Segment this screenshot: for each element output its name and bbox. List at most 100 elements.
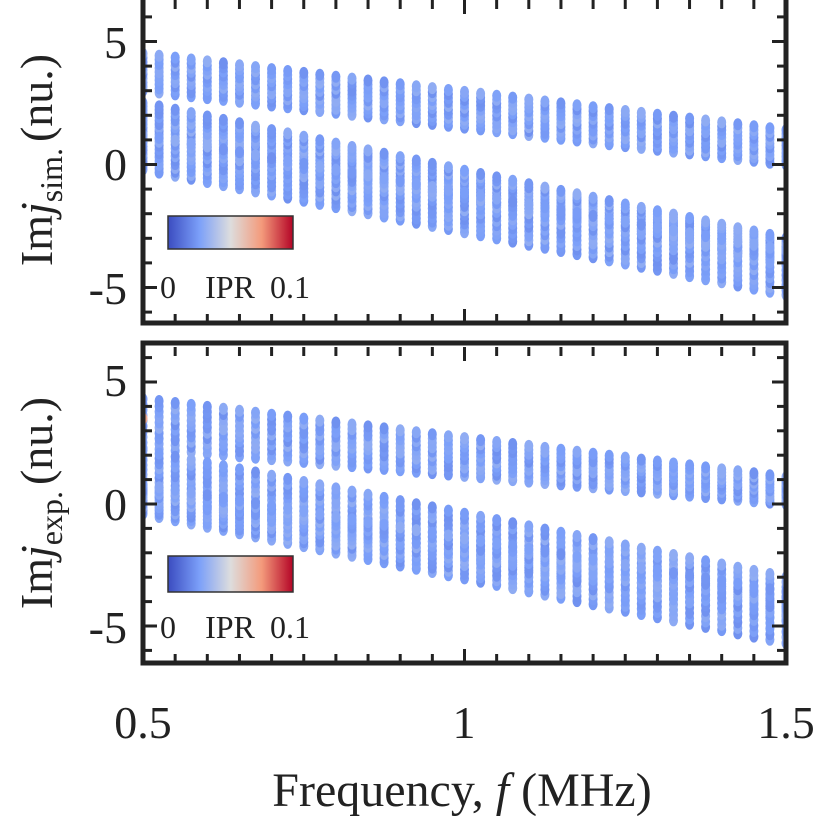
- data-point: [652, 221, 662, 234]
- data-point: [669, 457, 678, 470]
- data-point: [218, 460, 228, 473]
- data-point: [460, 85, 469, 98]
- data-point: [765, 241, 775, 254]
- data-point: [267, 63, 277, 76]
- data-point: [524, 178, 534, 191]
- data-point: [717, 463, 727, 476]
- data-point: [556, 97, 566, 110]
- data-point: [443, 529, 453, 542]
- data-point: [765, 568, 775, 580]
- xlabel-unit: (MHz): [509, 764, 652, 817]
- ylabel-var: j: [11, 545, 62, 563]
- data-point: [492, 192, 502, 205]
- data-point: [508, 195, 518, 208]
- data-point: [154, 481, 164, 494]
- data-point: [154, 100, 164, 113]
- data-point: [395, 424, 405, 437]
- data-point: [347, 513, 357, 526]
- ylabel-sub: sim.: [33, 148, 69, 202]
- data-point: [733, 235, 743, 248]
- data-point: [669, 224, 678, 237]
- data-point: [460, 432, 469, 445]
- panel-top-simulation: 5 0 -5 Imjsim. (nu.) 0 IPR 0.1: [11, 0, 789, 326]
- x-axis-label: Frequency, f (MHz): [272, 764, 651, 817]
- data-point: [411, 524, 421, 537]
- data-point: [540, 95, 550, 108]
- data-point: [701, 461, 711, 474]
- data-point: [347, 418, 357, 431]
- data-point: [186, 53, 196, 66]
- data-point: [315, 134, 325, 147]
- data-point: [540, 201, 550, 214]
- data-point: [620, 559, 630, 571]
- data-point: [411, 426, 421, 439]
- xtick-label: 1.5: [757, 697, 815, 748]
- data-point: [524, 198, 534, 211]
- data-point: [251, 61, 260, 74]
- data-point: [363, 488, 373, 501]
- data-point: [202, 55, 212, 68]
- data-point: [749, 238, 759, 251]
- data-point: [492, 436, 502, 448]
- data-point: [572, 99, 582, 112]
- data-point: [427, 82, 437, 95]
- ytick-label: 5: [104, 17, 127, 68]
- data-point: [299, 505, 309, 518]
- data-point: [701, 114, 711, 127]
- data-point: [251, 466, 260, 479]
- data-point: [733, 118, 743, 131]
- ylabel-unit: (nu.): [11, 397, 62, 485]
- data-point: [508, 540, 518, 553]
- ticks-top: [141, 0, 788, 323]
- data-point: [492, 514, 502, 527]
- data-point: [347, 485, 357, 498]
- ylabel-unit: (nu.): [11, 54, 62, 142]
- data-point: [685, 569, 695, 582]
- data-point: [604, 103, 614, 116]
- data-point: [733, 465, 743, 478]
- colorbar-max-label: 0.1: [270, 269, 310, 305]
- data-point: [717, 218, 727, 231]
- data-point: [331, 416, 341, 429]
- data-point: [154, 395, 164, 407]
- data-point: [588, 533, 598, 546]
- data-point: [540, 523, 550, 536]
- xtick-label: 1: [453, 697, 476, 748]
- data-point: [170, 483, 180, 496]
- data-point: [170, 134, 180, 147]
- data-point: [492, 171, 502, 184]
- data-point: [604, 195, 614, 208]
- data-point: [620, 215, 630, 228]
- ylabel-prefix: Im: [11, 558, 62, 609]
- data-point: [379, 491, 389, 504]
- data-point: [685, 212, 695, 224]
- data-point: [170, 51, 180, 64]
- data-point: [749, 564, 759, 577]
- data-point: [572, 530, 582, 542]
- data-point: [636, 453, 646, 466]
- data-point: [669, 110, 678, 123]
- data-point: [411, 154, 421, 167]
- data-point: [508, 91, 518, 104]
- data-point: [299, 476, 309, 488]
- data-point: [717, 116, 727, 129]
- data-point: [315, 479, 325, 492]
- data-point: [443, 161, 453, 174]
- data-point: [701, 215, 711, 228]
- data-point: [170, 450, 180, 463]
- data-point: [283, 155, 293, 167]
- data-point: [604, 536, 614, 549]
- data-point: [556, 526, 566, 539]
- data-point: [717, 233, 727, 245]
- data-point: [556, 443, 566, 456]
- data-point: [363, 144, 373, 157]
- data-point: [218, 491, 228, 504]
- ytick-label: -5: [89, 602, 127, 653]
- data-point: [218, 113, 228, 126]
- ytick-label: -5: [89, 263, 127, 314]
- xtick-label: 0.5: [114, 697, 172, 748]
- data-point: [508, 438, 518, 450]
- data-point: [251, 497, 260, 510]
- data-point: [283, 127, 293, 140]
- data-point: [620, 451, 630, 464]
